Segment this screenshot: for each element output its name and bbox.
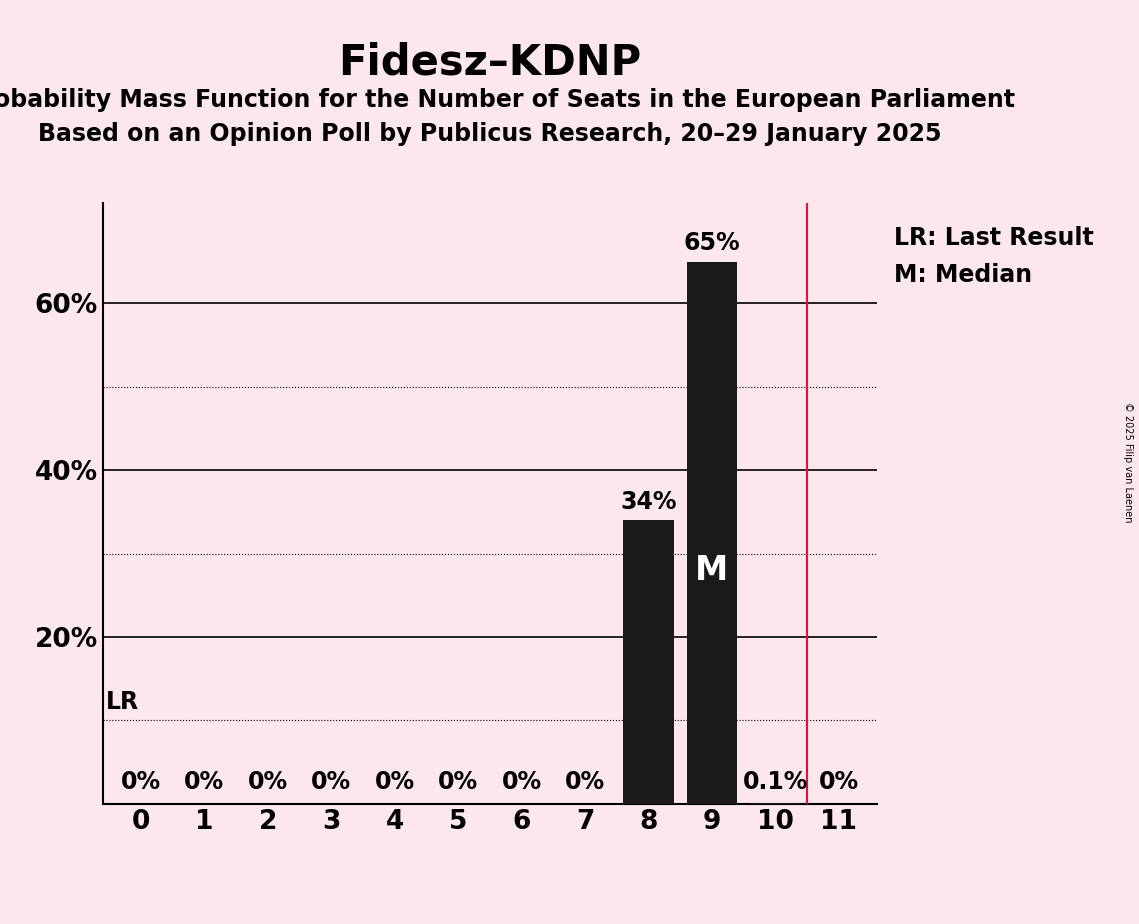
Text: LR: Last Result: LR: Last Result: [894, 226, 1093, 250]
Bar: [623, 520, 674, 804]
Text: 0%: 0%: [121, 770, 161, 794]
Text: 34%: 34%: [621, 490, 677, 514]
Text: 0%: 0%: [247, 770, 288, 794]
Text: Fidesz–KDNP: Fidesz–KDNP: [338, 42, 641, 83]
Bar: [687, 261, 737, 804]
Text: 65%: 65%: [683, 231, 740, 255]
Text: M: M: [695, 553, 729, 587]
Text: Probability Mass Function for the Number of Seats in the European Parliament: Probability Mass Function for the Number…: [0, 88, 1015, 112]
Text: 0%: 0%: [311, 770, 351, 794]
Text: 0.1%: 0.1%: [743, 770, 809, 794]
Text: 0%: 0%: [375, 770, 415, 794]
Text: M: Median: M: Median: [894, 263, 1032, 287]
Text: 0%: 0%: [185, 770, 224, 794]
Text: LR: LR: [106, 690, 139, 713]
Text: 0%: 0%: [819, 770, 859, 794]
Text: 0%: 0%: [501, 770, 541, 794]
Text: 0%: 0%: [439, 770, 478, 794]
Text: Based on an Opinion Poll by Publicus Research, 20–29 January 2025: Based on an Opinion Poll by Publicus Res…: [38, 122, 942, 146]
Text: 0%: 0%: [565, 770, 605, 794]
Text: © 2025 Filip van Laenen: © 2025 Filip van Laenen: [1123, 402, 1133, 522]
